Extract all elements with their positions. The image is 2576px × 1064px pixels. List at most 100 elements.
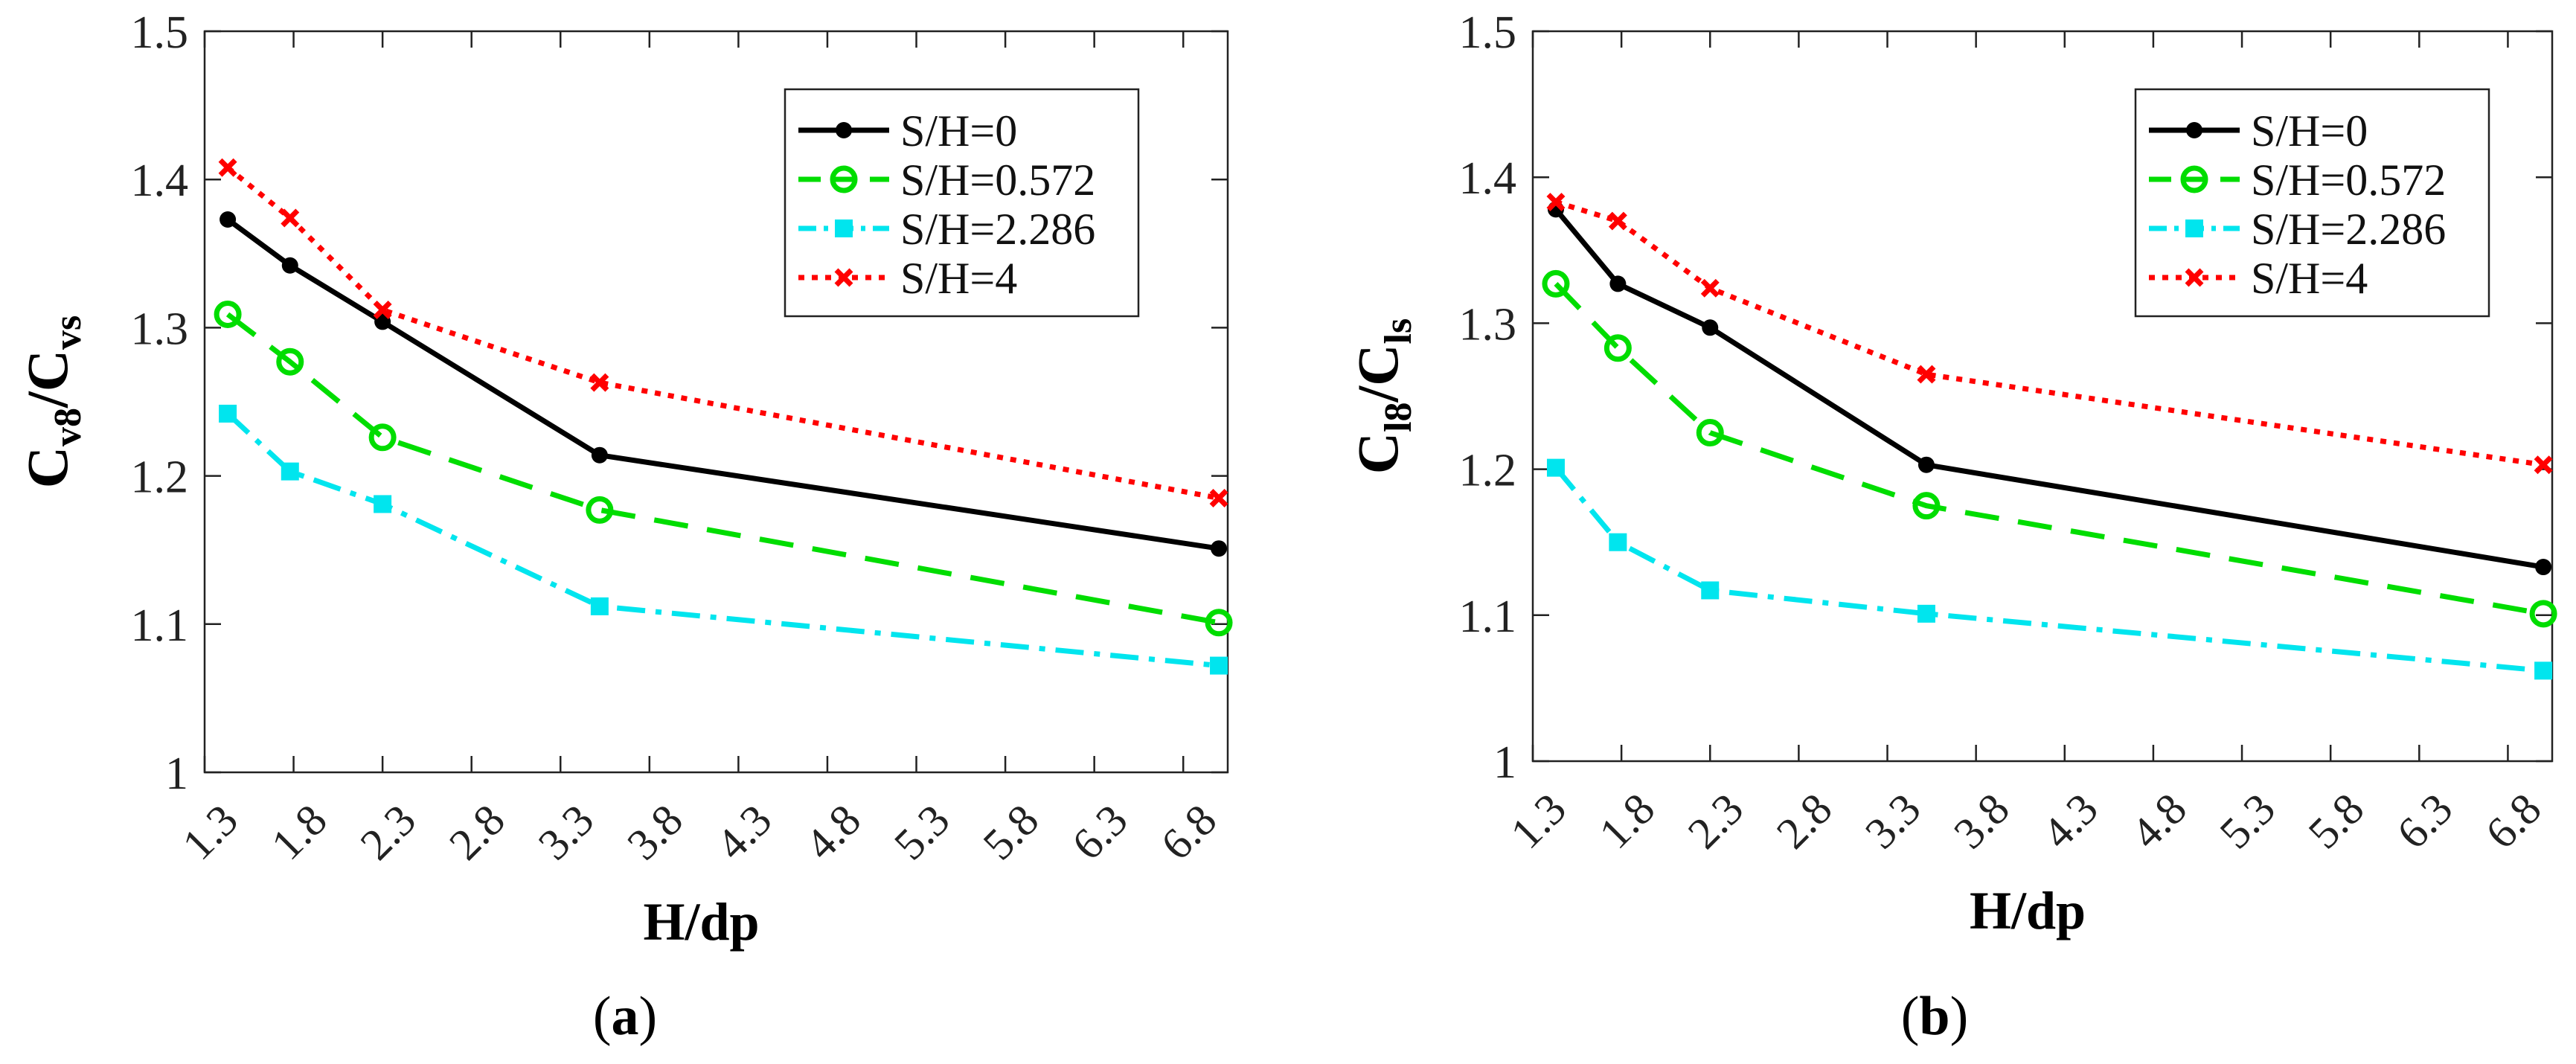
x-tick-label: 3.3 [529,795,603,870]
series-line [1554,466,2544,673]
data-point [1609,533,1627,551]
legend-label: S/H=0.572 [2251,156,2446,205]
data-point [1211,540,1228,557]
data-point [1209,489,1228,507]
data-point [1603,334,1632,362]
y-tick-label: 1.1 [1459,592,1517,642]
data-point [2535,559,2552,576]
data-point [1609,275,1627,292]
x-tick-label: 2.3 [351,795,426,870]
x-tick-label: 5.3 [885,795,959,870]
legend-label: S/H=2.286 [900,205,1095,254]
x-tick-label: 3.8 [618,795,692,870]
series-line [1554,281,2544,617]
x-tick-label: 6.8 [2476,784,2551,859]
y-axis-label: Cv8/Cvs [15,315,89,489]
x-tick-label: 3.8 [1944,784,2019,859]
data-point [2534,661,2553,680]
y-tick-label: 1.3 [1459,299,1517,350]
legend-marker [2180,165,2208,193]
y-axis-label: Cl8/Cls [1345,318,1420,474]
legend-label: S/H=0.572 [900,156,1095,205]
legend-marker [834,268,853,287]
panel-label: (b) [1901,986,1968,1047]
data-point [2529,600,2557,628]
x-tick-label: 4.8 [2121,784,2196,859]
x-tick-label: 4.3 [707,795,781,870]
x-tick-label: 2.3 [1679,784,1753,859]
chart-panel-a: 11.11.21.31.41.51.3 1.8 2.3 2.8 3.3 3.8 4.3 4.8… [15,7,1233,1047]
chart-panel-b: 11.11.21.31.41.51.3 1.8 2.3 2.8 3.3 3.8 4.3 4.8… [1345,7,2557,1047]
x-tick-label: 3.3 [1856,784,1930,859]
data-point [2534,455,2553,475]
legend-label: S/H=2.286 [2251,205,2446,254]
data-point [1702,319,1719,336]
series-S/H=0 [220,211,1228,557]
legend-marker [2186,122,2202,138]
x-tick-label: 4.3 [2033,784,2107,859]
data-point [586,496,614,524]
y-tick-label: 1.2 [1459,446,1517,496]
series-line [225,312,1220,626]
data-point [1546,193,1566,212]
data-point [1608,211,1627,231]
data-point [374,495,392,513]
series-S/H=2.286 [1546,458,2553,680]
x-tick-label: 5.8 [974,795,1048,870]
x-tick-label: 1.3 [1501,784,1575,859]
y-tick-label: 1 [1493,737,1516,788]
legend-marker [835,219,853,237]
data-point [281,257,298,274]
x-tick-label: 4.8 [795,795,870,870]
data-point [590,373,609,392]
data-point [1917,365,1936,384]
x-tick-label: 1.8 [1590,784,1665,859]
legend-marker [2185,219,2203,237]
y-tick-label: 1 [165,749,188,799]
data-point [1701,581,1720,600]
x-tick-label: 2.8 [1767,784,1842,859]
x-tick-label: 6.3 [1063,795,1137,870]
x-tick-label: 5.8 [2299,784,2374,859]
data-point [373,301,392,319]
x-axis-label: H/dp [643,892,759,952]
legend-marker [2185,268,2204,287]
x-tick-label: 2.8 [440,795,514,870]
legend-label: S/H=0 [2251,106,2368,156]
data-point [214,300,242,328]
y-tick-label: 1.5 [131,7,189,58]
series-S/H=0.572 [214,300,1233,637]
y-tick-label: 1.1 [131,600,189,651]
data-point [1696,419,1724,447]
data-point [1205,609,1233,637]
data-point [1917,604,1935,623]
x-tick-label: 1.3 [173,795,247,870]
data-point [220,211,237,228]
x-tick-label: 1.8 [262,795,336,870]
series-S/H=0.572 [1542,269,2557,628]
x-tick-label: 5.3 [2211,784,2285,859]
y-tick-label: 1.3 [131,304,189,354]
data-point [281,462,299,481]
legend-label: S/H=4 [900,254,1017,303]
data-point [1546,458,1565,477]
data-point [218,158,237,177]
panel-label: (a) [593,986,657,1047]
data-point [219,404,237,423]
y-tick-label: 1.5 [1459,7,1517,58]
x-axis-label: H/dp [1970,881,2086,940]
data-point [276,347,304,376]
y-tick-label: 1.4 [131,156,189,206]
y-tick-label: 1.4 [1459,153,1517,204]
legend-marker [830,165,858,193]
x-tick-label: 6.3 [2388,784,2462,859]
x-tick-label: 6.8 [1152,795,1226,870]
data-point [1917,456,1935,473]
plot-area-frame [203,30,1229,774]
data-point [590,597,609,615]
series-S/H=2.286 [219,404,1228,675]
series-line [225,411,1220,669]
data-point [1700,278,1720,298]
legend-label: S/H=0 [900,106,1017,156]
